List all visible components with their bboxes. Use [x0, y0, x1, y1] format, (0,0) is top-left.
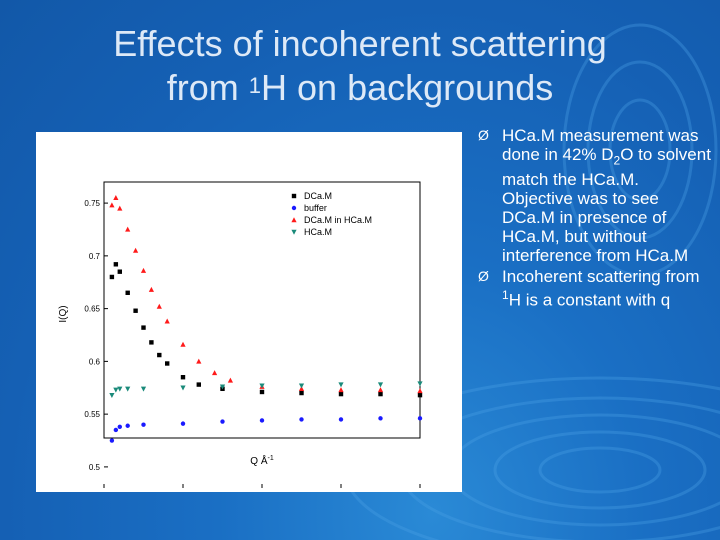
data-point — [141, 325, 146, 330]
legend-marker — [291, 205, 297, 211]
data-point — [338, 382, 344, 388]
data-point — [212, 370, 218, 376]
data-point — [417, 416, 423, 421]
series-dca-m-in-hca-m — [109, 195, 423, 394]
bullet-2-superscript: 1 — [502, 288, 509, 303]
data-point — [259, 418, 265, 423]
data-point — [259, 389, 265, 395]
data-point — [196, 358, 202, 364]
legend-marker — [291, 193, 297, 199]
y-tick-label: 0.55 — [84, 410, 100, 419]
data-point — [140, 386, 147, 392]
data-point — [133, 308, 138, 313]
y-tick-label: 0.5 — [89, 463, 101, 472]
data-point — [133, 247, 139, 253]
data-point — [417, 381, 423, 387]
data-point — [298, 386, 305, 392]
data-point — [164, 318, 170, 324]
data-point — [113, 387, 119, 393]
data-point — [125, 423, 130, 428]
y-axis-label: I(Q) — [58, 305, 69, 322]
data-point — [299, 390, 304, 396]
data-point — [196, 382, 201, 387]
y-tick-label: 0.6 — [89, 357, 101, 366]
y-tick-label: 0.7 — [89, 252, 101, 261]
legend-entry: DCa.M in HCa.M — [304, 215, 372, 225]
bullet-1-text-end: O to solvent match the HCa.M. Objective … — [502, 145, 711, 266]
data-point — [180, 341, 186, 347]
data-point — [109, 274, 115, 280]
data-point — [377, 387, 384, 393]
bullet-list: Ø HCa.M measurement was done in 42% D2O … — [478, 126, 714, 312]
data-point — [219, 384, 226, 390]
data-point — [377, 382, 384, 388]
data-point — [117, 424, 123, 429]
series-dca-m — [109, 262, 423, 398]
data-point — [117, 269, 122, 274]
bullet-2-text: Incoherent scattering from — [502, 267, 700, 287]
data-point — [298, 383, 305, 389]
y-tick-label: 0.75 — [84, 199, 100, 208]
bullet-arrow-icon: Ø — [478, 127, 489, 143]
data-point — [109, 392, 115, 398]
data-point — [141, 422, 146, 427]
title-line-2: from 1H on backgrounds — [0, 66, 720, 110]
data-point — [299, 417, 304, 422]
data-point — [148, 286, 154, 292]
bullet-item-2: Ø Incoherent scattering from 1H is a con… — [478, 267, 714, 310]
data-point — [338, 417, 344, 422]
y-tick-label: 0.65 — [84, 305, 100, 314]
data-point — [113, 195, 119, 201]
legend-entry: buffer — [304, 203, 327, 213]
data-point — [125, 290, 130, 295]
legend-entry: DCa.M — [304, 191, 332, 201]
legend-marker — [291, 217, 297, 223]
data-point — [109, 202, 115, 208]
data-point — [125, 386, 131, 392]
data-point — [140, 267, 147, 273]
scatter-chart: 0.50.550.60.650.70.75 0.00.10.20.30.4 I(… — [58, 181, 423, 488]
legend-entry: HCa.M — [304, 227, 332, 237]
data-point — [117, 386, 123, 392]
plot-frame — [103, 181, 421, 439]
title-superscript: 1 — [248, 73, 262, 98]
data-point — [378, 416, 383, 421]
data-point — [338, 387, 344, 393]
x-axis-label: Q Å-1 — [250, 454, 274, 467]
bullet-item-1: Ø HCa.M measurement was done in 42% D2O … — [478, 126, 714, 265]
data-point — [259, 383, 265, 389]
data-point — [220, 419, 225, 424]
data-point — [180, 385, 186, 391]
data-point — [149, 340, 154, 345]
data-point — [113, 427, 119, 433]
slide-title: Effects of incoherent scattering from 1H… — [0, 22, 720, 110]
data-point — [227, 377, 233, 383]
data-point — [417, 392, 423, 398]
legend: DCa.M buffer DCa.M in HCa.M HCa.M — [291, 191, 372, 237]
legend-marker — [291, 229, 297, 235]
data-point — [157, 352, 162, 358]
data-point — [156, 303, 162, 309]
bullet-1-subscript: 2 — [613, 153, 621, 168]
data-point — [417, 388, 423, 394]
data-point — [125, 226, 131, 232]
chart-panel: 0.50.550.60.650.70.75 0.00.10.20.30.4 I(… — [36, 132, 462, 492]
series-hca-m — [109, 381, 423, 398]
data-point — [180, 421, 186, 426]
title-line-2-suffix: H on backgrounds — [261, 67, 554, 108]
title-line-2-prefix: from — [166, 67, 249, 108]
bullet-1-text: HCa.M measurement was done in 42% D — [502, 126, 699, 164]
data-point — [378, 391, 383, 397]
data-point — [180, 375, 186, 380]
series-buffer — [109, 416, 423, 443]
bullet-arrow-icon: Ø — [478, 268, 489, 285]
data-point — [113, 262, 119, 267]
data-point — [109, 438, 115, 443]
data-point — [117, 205, 123, 211]
title-line-1: Effects of incoherent scattering — [113, 23, 607, 64]
bullet-2-text-end: H is a constant with q — [508, 291, 671, 311]
data-point — [165, 361, 170, 366]
data-point — [338, 391, 344, 397]
